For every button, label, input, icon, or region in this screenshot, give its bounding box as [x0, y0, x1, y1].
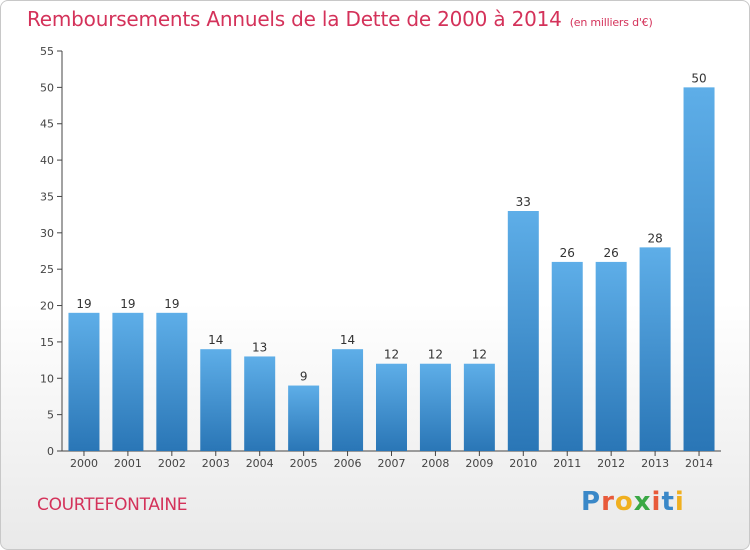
data-label: 26	[604, 246, 619, 260]
bar	[200, 349, 232, 451]
x-axis: 2000 2001 2002 2003 2004 2005 2006 2007 2008 2009…	[62, 450, 721, 470]
bar	[639, 247, 671, 451]
data-label: 19	[120, 297, 135, 311]
x-tick-label: 2007	[378, 457, 406, 470]
bar	[463, 363, 495, 451]
y-tick-label: 30	[40, 227, 54, 240]
chart-unit: (en milliers d'€)	[569, 16, 653, 29]
bar	[507, 211, 539, 451]
data-label: 19	[76, 297, 91, 311]
bar	[68, 312, 100, 451]
x-tick-label: 2003	[202, 457, 230, 470]
x-tick-label: 2004	[246, 457, 274, 470]
y-tick-label: 15	[40, 336, 54, 349]
x-tick-label: 2000	[70, 457, 98, 470]
data-labels: 19 19 19 14 13 9 14 12 12 12 33 26 26 28 50	[76, 71, 706, 383]
data-label: 9	[300, 370, 308, 384]
x-tick-label: 2011	[553, 457, 581, 470]
data-label: 12	[472, 348, 487, 362]
y-tick-label: 50	[40, 81, 54, 94]
x-tick-label: 2006	[334, 457, 362, 470]
bar	[288, 385, 320, 451]
bar	[551, 261, 583, 451]
x-tick-label: 2002	[158, 457, 186, 470]
data-label: 26	[560, 246, 575, 260]
data-label: 28	[647, 231, 662, 245]
y-axis: 0 5 10 15 20 25 30 35 40 45 50 55	[40, 45, 63, 458]
y-tick-label: 35	[40, 190, 54, 203]
y-tick-label: 20	[40, 300, 54, 313]
y-tick-label: 55	[40, 45, 54, 58]
data-label: 50	[691, 71, 706, 85]
data-label: 19	[164, 297, 179, 311]
bar	[683, 87, 715, 451]
y-tick-label: 10	[40, 372, 54, 385]
x-tick-label: 2012	[597, 457, 625, 470]
bar	[112, 312, 144, 451]
x-tick-label: 2014	[685, 457, 713, 470]
x-tick-label: 2001	[114, 457, 142, 470]
bar	[376, 363, 407, 451]
x-tick-label: 2009	[465, 457, 493, 470]
y-tick-label: 40	[40, 154, 54, 167]
y-tick-label: 45	[40, 118, 54, 131]
x-tick-label: 2005	[290, 457, 318, 470]
chart-title: Remboursements Annuels de la Dette de 20…	[27, 7, 653, 31]
bar	[244, 356, 276, 451]
chart-title-text: Remboursements Annuels de la Dette de 20…	[27, 7, 562, 31]
commune-name: COURTEFONTAINE	[37, 495, 188, 515]
bar	[419, 363, 451, 451]
x-tick-label: 2010	[509, 457, 537, 470]
bars	[68, 87, 715, 451]
data-label: 13	[252, 340, 267, 354]
y-tick-label: 25	[40, 263, 54, 276]
data-label: 14	[340, 333, 355, 347]
data-label: 33	[516, 195, 531, 209]
bar	[156, 312, 188, 451]
data-label: 12	[384, 348, 399, 362]
y-tick-label: 0	[47, 445, 54, 458]
x-tick-label: 2013	[641, 457, 669, 470]
proxiti-logo: Proxiti	[581, 487, 685, 517]
data-label: 12	[428, 348, 443, 362]
bar	[332, 349, 364, 451]
bar	[595, 261, 627, 451]
x-tick-label: 2008	[421, 457, 449, 470]
data-label: 14	[208, 333, 223, 347]
y-tick-label: 5	[47, 409, 54, 422]
